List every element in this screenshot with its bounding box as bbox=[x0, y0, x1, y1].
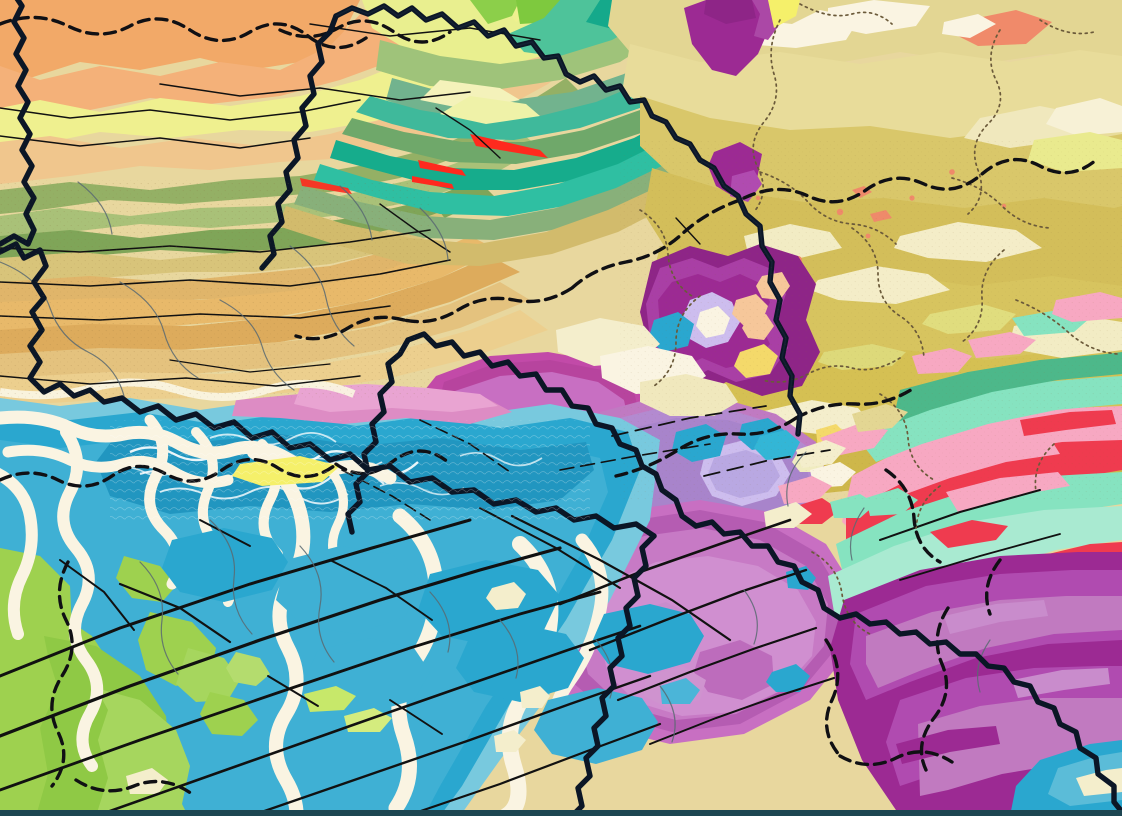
viewer-bottom-strip bbox=[0, 810, 1122, 816]
unit-group-southeast-purple bbox=[830, 552, 1122, 816]
texture-overlays bbox=[0, 140, 1122, 520]
